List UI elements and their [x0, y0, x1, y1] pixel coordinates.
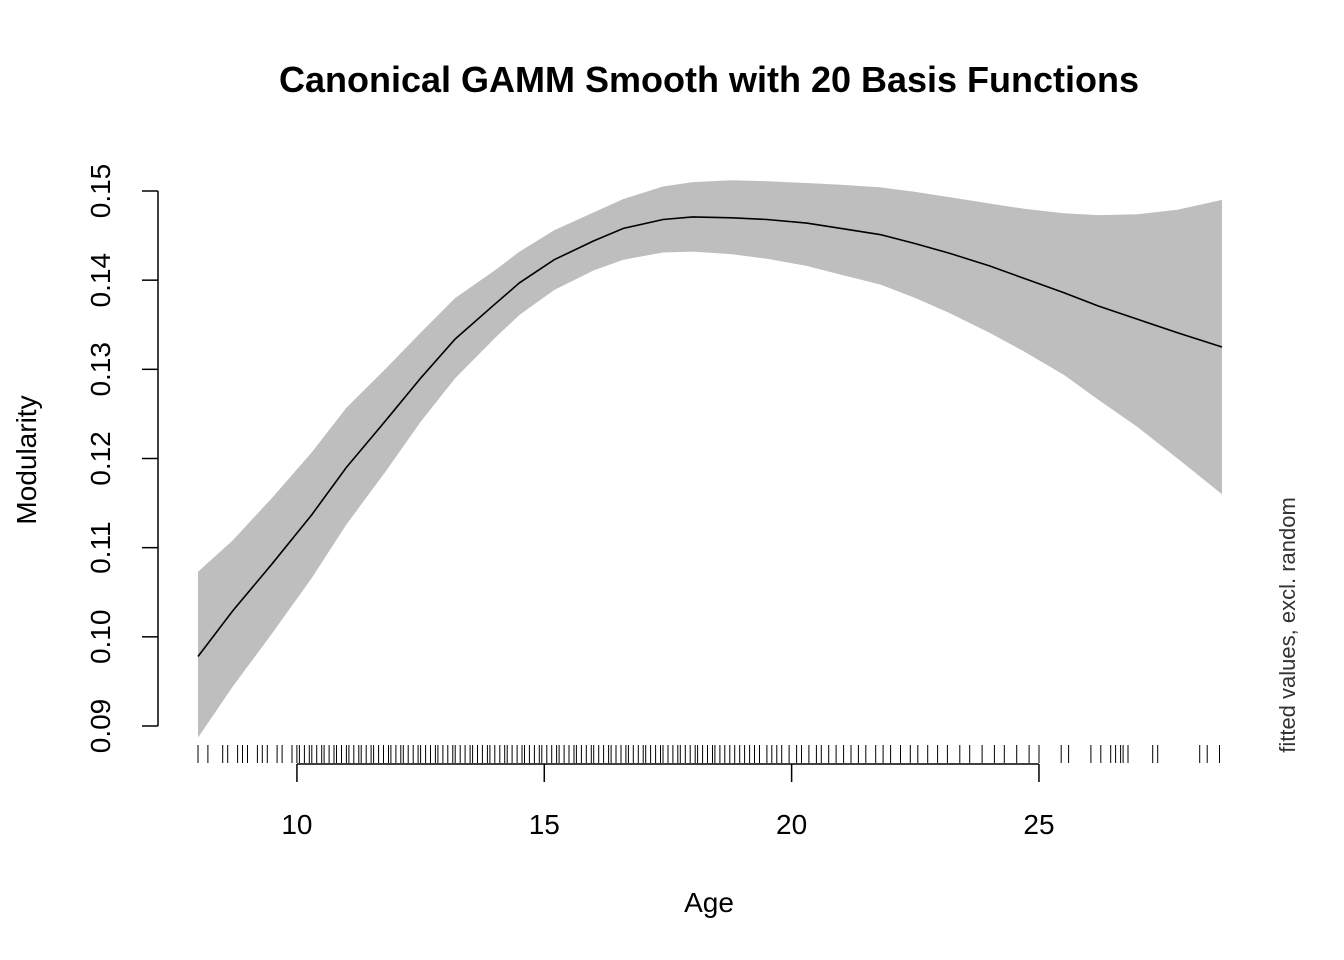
y-tick-label: 0.15 — [85, 164, 116, 219]
side-note: fitted values, excl. random — [1275, 497, 1300, 753]
y-tick-label: 0.09 — [85, 699, 116, 754]
x-tick-label: 10 — [281, 809, 312, 840]
y-tick-label: 0.10 — [85, 610, 116, 665]
y-tick-label: 0.11 — [85, 521, 116, 573]
x-tick-label: 25 — [1023, 809, 1054, 840]
y-tick-label: 0.12 — [85, 431, 116, 486]
fitted-smooth-line — [197, 216, 1223, 657]
y-axis-label: Modularity — [11, 395, 42, 524]
x-axis-label: Age — [684, 887, 734, 918]
confidence-band-layer — [198, 180, 1222, 738]
x-tick-label: 15 — [529, 809, 560, 840]
y-tick-label: 0.13 — [85, 342, 116, 397]
chart-title: Canonical GAMM Smooth with 20 Basis Func… — [279, 59, 1139, 100]
y-axis: 0.09 0.10 0.11 0.12 0.13 0.14 0.15 — [85, 164, 159, 754]
fitted-line-layer — [197, 216, 1223, 657]
confidence-band — [198, 180, 1222, 738]
x-tick-label: 20 — [776, 809, 807, 840]
x-axis: 10 15 20 25 — [281, 763, 1055, 840]
y-tick-label: 0.14 — [85, 253, 116, 308]
rug-layer — [197, 745, 1220, 763]
